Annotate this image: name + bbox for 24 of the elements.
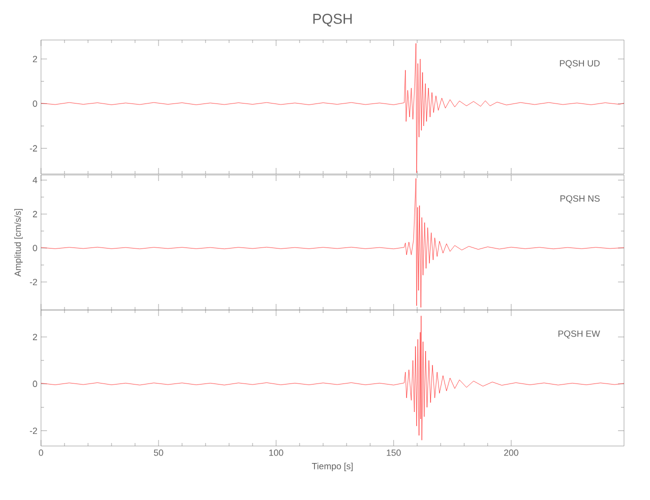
x-tick-label: 150 <box>386 450 401 456</box>
y-tick-label: 2 <box>32 334 38 340</box>
y-tick-label: 4 <box>32 177 38 184</box>
y-tick-label: -2 <box>30 428 38 434</box>
y-tick-label: -2 <box>30 278 38 286</box>
line-series <box>41 178 624 308</box>
x-tick-label: 50 <box>154 450 164 456</box>
x-tick-label: 0 <box>38 450 44 456</box>
x-tick-label: 100 <box>269 450 284 456</box>
line-series <box>41 316 624 440</box>
annotation: PQSH NS <box>560 195 600 204</box>
x-axis-title: Tiempo [s] <box>312 462 353 472</box>
y-axis-title: Amplitud [cm/s/s] <box>14 209 23 277</box>
y-tick-label: 2 <box>32 56 38 62</box>
chart-title: PQSH <box>313 14 352 26</box>
y-tick-label: 0 <box>32 380 38 388</box>
annotation: PQSH UD <box>560 60 600 68</box>
annotation: PQSH EW <box>558 330 600 338</box>
x-tick-label: 200 <box>504 450 518 456</box>
y-tick-label: -2 <box>30 145 38 152</box>
y-tick-label: 2 <box>32 210 38 218</box>
line-series <box>41 43 624 174</box>
y-tick-label: 0 <box>32 100 38 107</box>
y-tick-label: 0 <box>32 244 38 252</box>
